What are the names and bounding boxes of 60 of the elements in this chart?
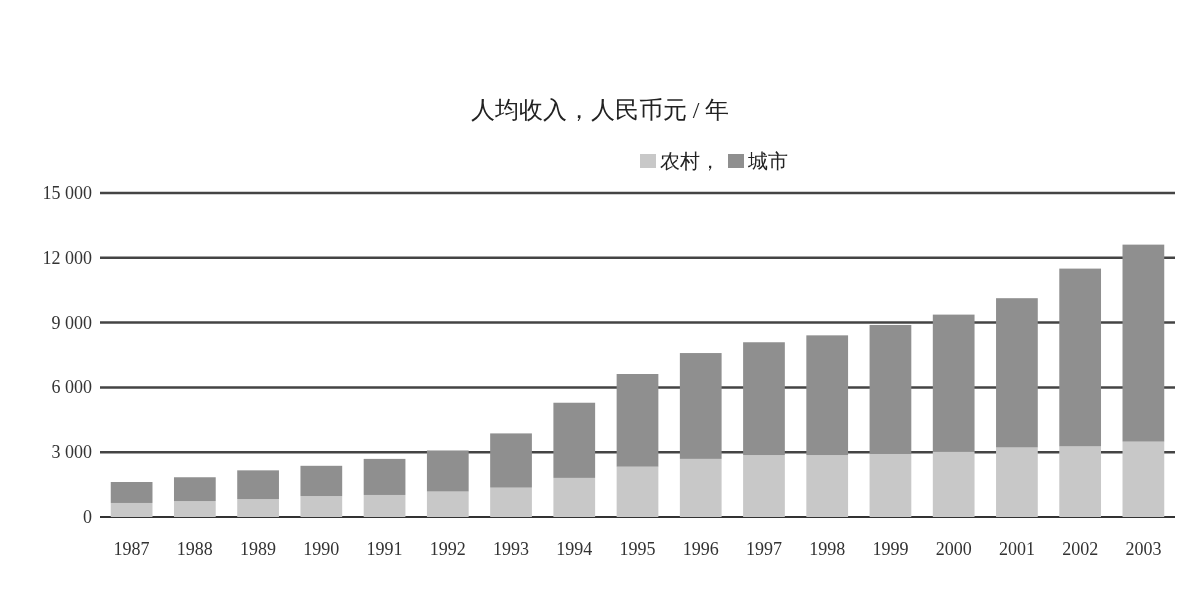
bar <box>869 453 912 517</box>
bar <box>426 450 469 492</box>
bar <box>869 324 912 454</box>
bar <box>237 499 279 517</box>
x-tick-label: 1996 <box>682 539 719 559</box>
bar <box>553 477 596 517</box>
bar <box>363 494 406 517</box>
bar <box>679 458 722 517</box>
x-tick-label: 2000 <box>935 539 972 559</box>
bar <box>743 455 785 517</box>
x-tick-label: 1992 <box>429 539 466 559</box>
bar <box>806 335 849 456</box>
bar <box>1059 446 1102 517</box>
bar <box>1122 441 1165 517</box>
bar <box>237 470 279 500</box>
x-tick-label: 2003 <box>1125 539 1162 559</box>
x-tick-label: 1988 <box>176 539 213 559</box>
y-tick-label: 15 000 <box>42 183 92 203</box>
x-tick-label: 1994 <box>556 539 593 559</box>
bar <box>616 466 659 517</box>
x-tick-label: 1993 <box>493 539 530 559</box>
x-tick-label: 1991 <box>366 539 403 559</box>
y-tick-label: 0 <box>83 507 92 527</box>
bar <box>300 465 343 497</box>
bar <box>110 502 153 517</box>
chart-title: 人均收入，人民币元 / 年 <box>470 97 730 123</box>
bar <box>996 298 1038 448</box>
x-tick-label: 1998 <box>809 539 846 559</box>
y-tick-label: 12 000 <box>42 247 92 268</box>
legend-label: 农村， <box>660 150 720 172</box>
bar <box>300 496 343 517</box>
bar <box>806 455 849 517</box>
bar <box>490 433 532 488</box>
bar <box>553 402 596 478</box>
x-tick-label: 2002 <box>1062 539 1099 559</box>
y-tick-label: 6 000 <box>51 377 92 398</box>
bar <box>173 501 216 517</box>
x-tick-label: 1989 <box>240 539 277 559</box>
bar <box>1122 244 1165 442</box>
legend-label: 城市 <box>747 150 788 172</box>
x-tick-label: 1987 <box>113 539 150 559</box>
bar <box>110 482 153 503</box>
bar <box>932 451 975 517</box>
bar <box>363 458 406 495</box>
x-tick-label: 1997 <box>745 539 782 559</box>
x-tick-label: 1995 <box>619 539 656 559</box>
y-tick-label: 9 000 <box>51 312 92 333</box>
bar <box>426 491 469 517</box>
bar <box>490 487 532 517</box>
x-tick-label: 1999 <box>872 539 909 559</box>
bar <box>996 447 1038 517</box>
x-tick-label: 1990 <box>303 539 340 559</box>
bar <box>743 342 785 456</box>
bar <box>932 314 975 452</box>
bar <box>173 477 216 502</box>
y-tick-label: 3 000 <box>51 442 92 463</box>
bar <box>616 374 659 467</box>
bar <box>1059 268 1102 447</box>
x-tick-label: 2001 <box>998 539 1035 559</box>
bar <box>679 353 722 459</box>
